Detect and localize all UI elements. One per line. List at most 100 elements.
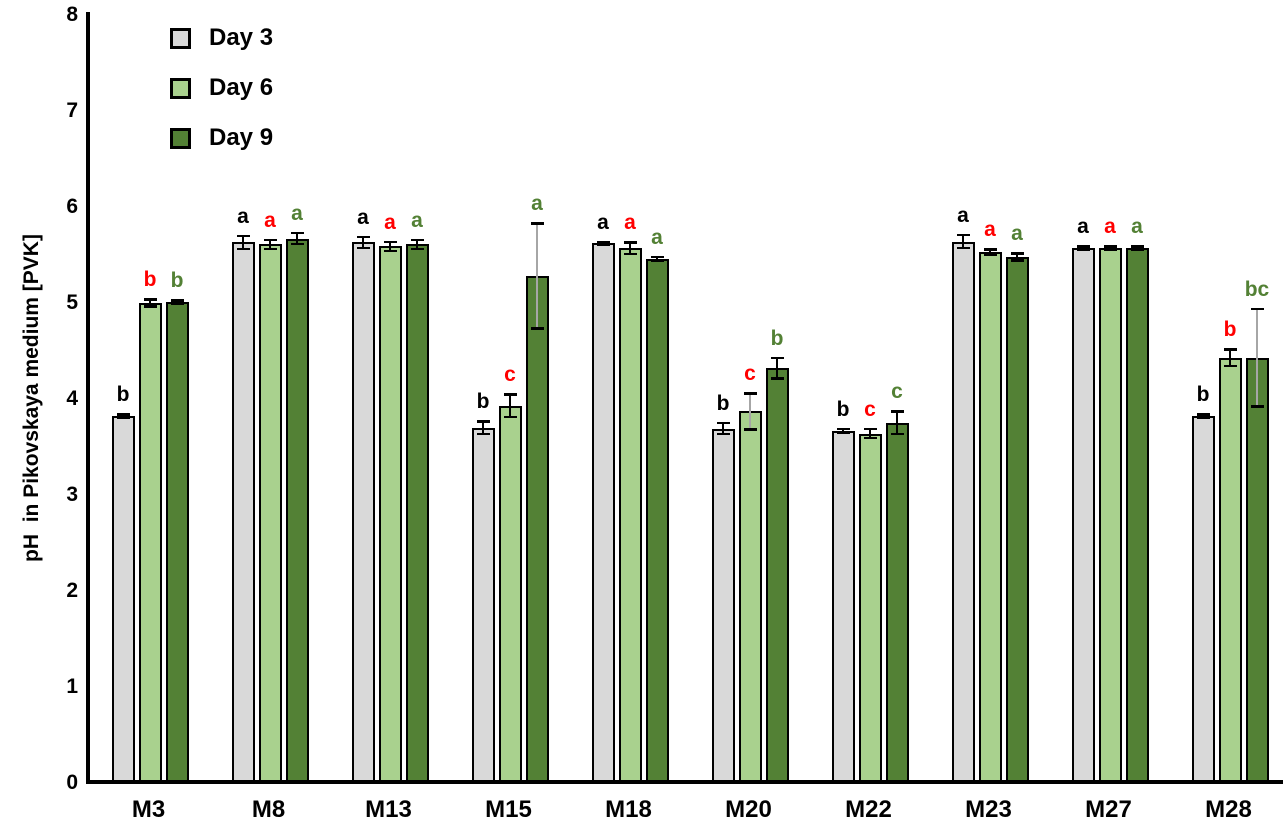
bar-m27-day-3 xyxy=(1071,248,1095,784)
significance-letter: b xyxy=(476,390,490,414)
x-category-label: M22 xyxy=(845,796,892,823)
significance-letter: c xyxy=(891,380,903,404)
error-bar-line xyxy=(1255,308,1259,407)
significance-letter: a xyxy=(984,218,996,242)
error-bar-cap-bottom xyxy=(863,436,877,440)
error-bar-line xyxy=(655,256,659,261)
legend: Day 3 Day 6 Day 9 xyxy=(170,24,273,174)
significance-letter: c xyxy=(744,362,756,386)
error-bar-cap-top xyxy=(716,421,730,425)
error-bar-line xyxy=(895,411,899,435)
error-bar-cap-top xyxy=(650,255,664,259)
error-bar-cap-top xyxy=(1130,245,1144,248)
y-tick-label: 2 xyxy=(66,579,78,602)
significance-letter: b xyxy=(836,397,850,421)
bar-m28-day-6 xyxy=(1218,357,1242,784)
legend-item-day-3: Day 3 xyxy=(170,24,273,52)
significance-letter: a xyxy=(531,192,543,216)
error-bar-cap-top xyxy=(836,427,850,431)
significance-letter: a xyxy=(624,211,636,235)
significance-letter: a xyxy=(237,204,249,228)
error-bar-cap-top xyxy=(890,410,904,413)
bar-m3-day-9 xyxy=(165,302,189,784)
significance-letter: c xyxy=(864,397,876,421)
significance-letter: a xyxy=(957,203,969,227)
x-category-label: M3 xyxy=(131,796,166,823)
significance-letter: a xyxy=(264,208,276,232)
error-bar-line xyxy=(388,241,392,252)
bar-m23-day-6 xyxy=(978,252,1002,784)
y-tick-label: 0 xyxy=(66,771,78,794)
error-bar-cap-top xyxy=(143,298,157,301)
error-bar-line xyxy=(721,422,725,435)
y-tick-label: 4 xyxy=(66,387,78,410)
error-bar-line xyxy=(268,239,272,250)
x-category-label: M23 xyxy=(965,796,1012,823)
significance-letter: b xyxy=(1196,383,1210,407)
bar-m23-day-3 xyxy=(951,241,975,784)
error-bar-line xyxy=(841,428,845,433)
y-tick-label: 3 xyxy=(66,483,78,506)
error-bar-cap-top xyxy=(863,427,877,431)
significance-letter: b xyxy=(770,326,784,350)
error-bar-cap-bottom xyxy=(623,252,637,255)
significance-letter: b xyxy=(170,269,184,293)
error-bar-cap-bottom xyxy=(650,259,664,262)
legend-item-day-9: Day 9 xyxy=(170,124,273,152)
error-bar-cap-bottom xyxy=(983,253,997,256)
bar-m20-day-6 xyxy=(738,411,762,784)
error-bar-line xyxy=(148,299,152,307)
error-bar-line xyxy=(175,300,179,304)
bar-m13-day-6 xyxy=(378,246,402,784)
significance-letter: b xyxy=(143,268,157,292)
error-bar-cap-top xyxy=(596,240,610,244)
error-bar-line xyxy=(775,357,779,379)
error-bar-cap-top xyxy=(743,392,757,395)
error-bar-cap-top xyxy=(1010,252,1024,255)
y-tick-label: 8 xyxy=(66,3,78,26)
legend-swatch-day-6 xyxy=(170,77,191,99)
error-bar-cap-bottom xyxy=(356,246,370,250)
bar-m22-day-6 xyxy=(858,433,882,784)
error-bar-cap-top xyxy=(236,234,250,238)
error-bar-cap-top xyxy=(476,420,490,423)
error-bar-cap-bottom xyxy=(383,249,397,253)
significance-letter: a xyxy=(597,210,609,234)
error-bar-cap-top xyxy=(1196,413,1210,416)
error-bar-cap-bottom xyxy=(770,377,784,380)
error-bar-line xyxy=(1081,246,1085,251)
significance-letter: a xyxy=(384,210,396,234)
error-bar-line xyxy=(988,249,992,255)
x-category-label: M13 xyxy=(365,796,412,823)
bar-m20-day-9 xyxy=(765,368,789,784)
bar-m18-day-9 xyxy=(645,258,669,784)
y-tick-label: 7 xyxy=(66,99,78,122)
x-axis xyxy=(86,780,1283,784)
error-bar-line xyxy=(481,421,485,435)
significance-letter: a xyxy=(1104,215,1116,239)
error-bar-cap-top xyxy=(956,233,970,237)
error-bar-line xyxy=(361,236,365,249)
error-bar-cap-top xyxy=(170,299,184,302)
error-bar-cap-bottom xyxy=(1010,259,1024,262)
legend-swatch-day-9 xyxy=(170,127,191,149)
error-bar-line xyxy=(1228,349,1232,367)
error-bar-cap-top xyxy=(410,238,424,242)
error-bar-cap-bottom xyxy=(263,247,277,251)
significance-letter: a xyxy=(1077,215,1089,239)
bar-m15-day-6 xyxy=(498,405,522,784)
bar-m18-day-3 xyxy=(591,243,615,784)
error-bar-line xyxy=(415,239,419,250)
error-bar-line xyxy=(601,241,605,246)
significance-letter: bc xyxy=(1244,277,1270,301)
x-category-label: M20 xyxy=(725,796,772,823)
legend-label: Day 6 xyxy=(209,74,274,101)
y-tick-label: 1 xyxy=(66,675,78,698)
error-bar-cap-bottom xyxy=(503,415,517,419)
error-bar-cap-top xyxy=(116,413,130,416)
error-bar-cap-bottom xyxy=(290,242,304,246)
error-bar-cap-bottom xyxy=(1250,405,1264,408)
error-bar-cap-bottom xyxy=(890,432,904,436)
bar-m20-day-3 xyxy=(711,428,735,784)
